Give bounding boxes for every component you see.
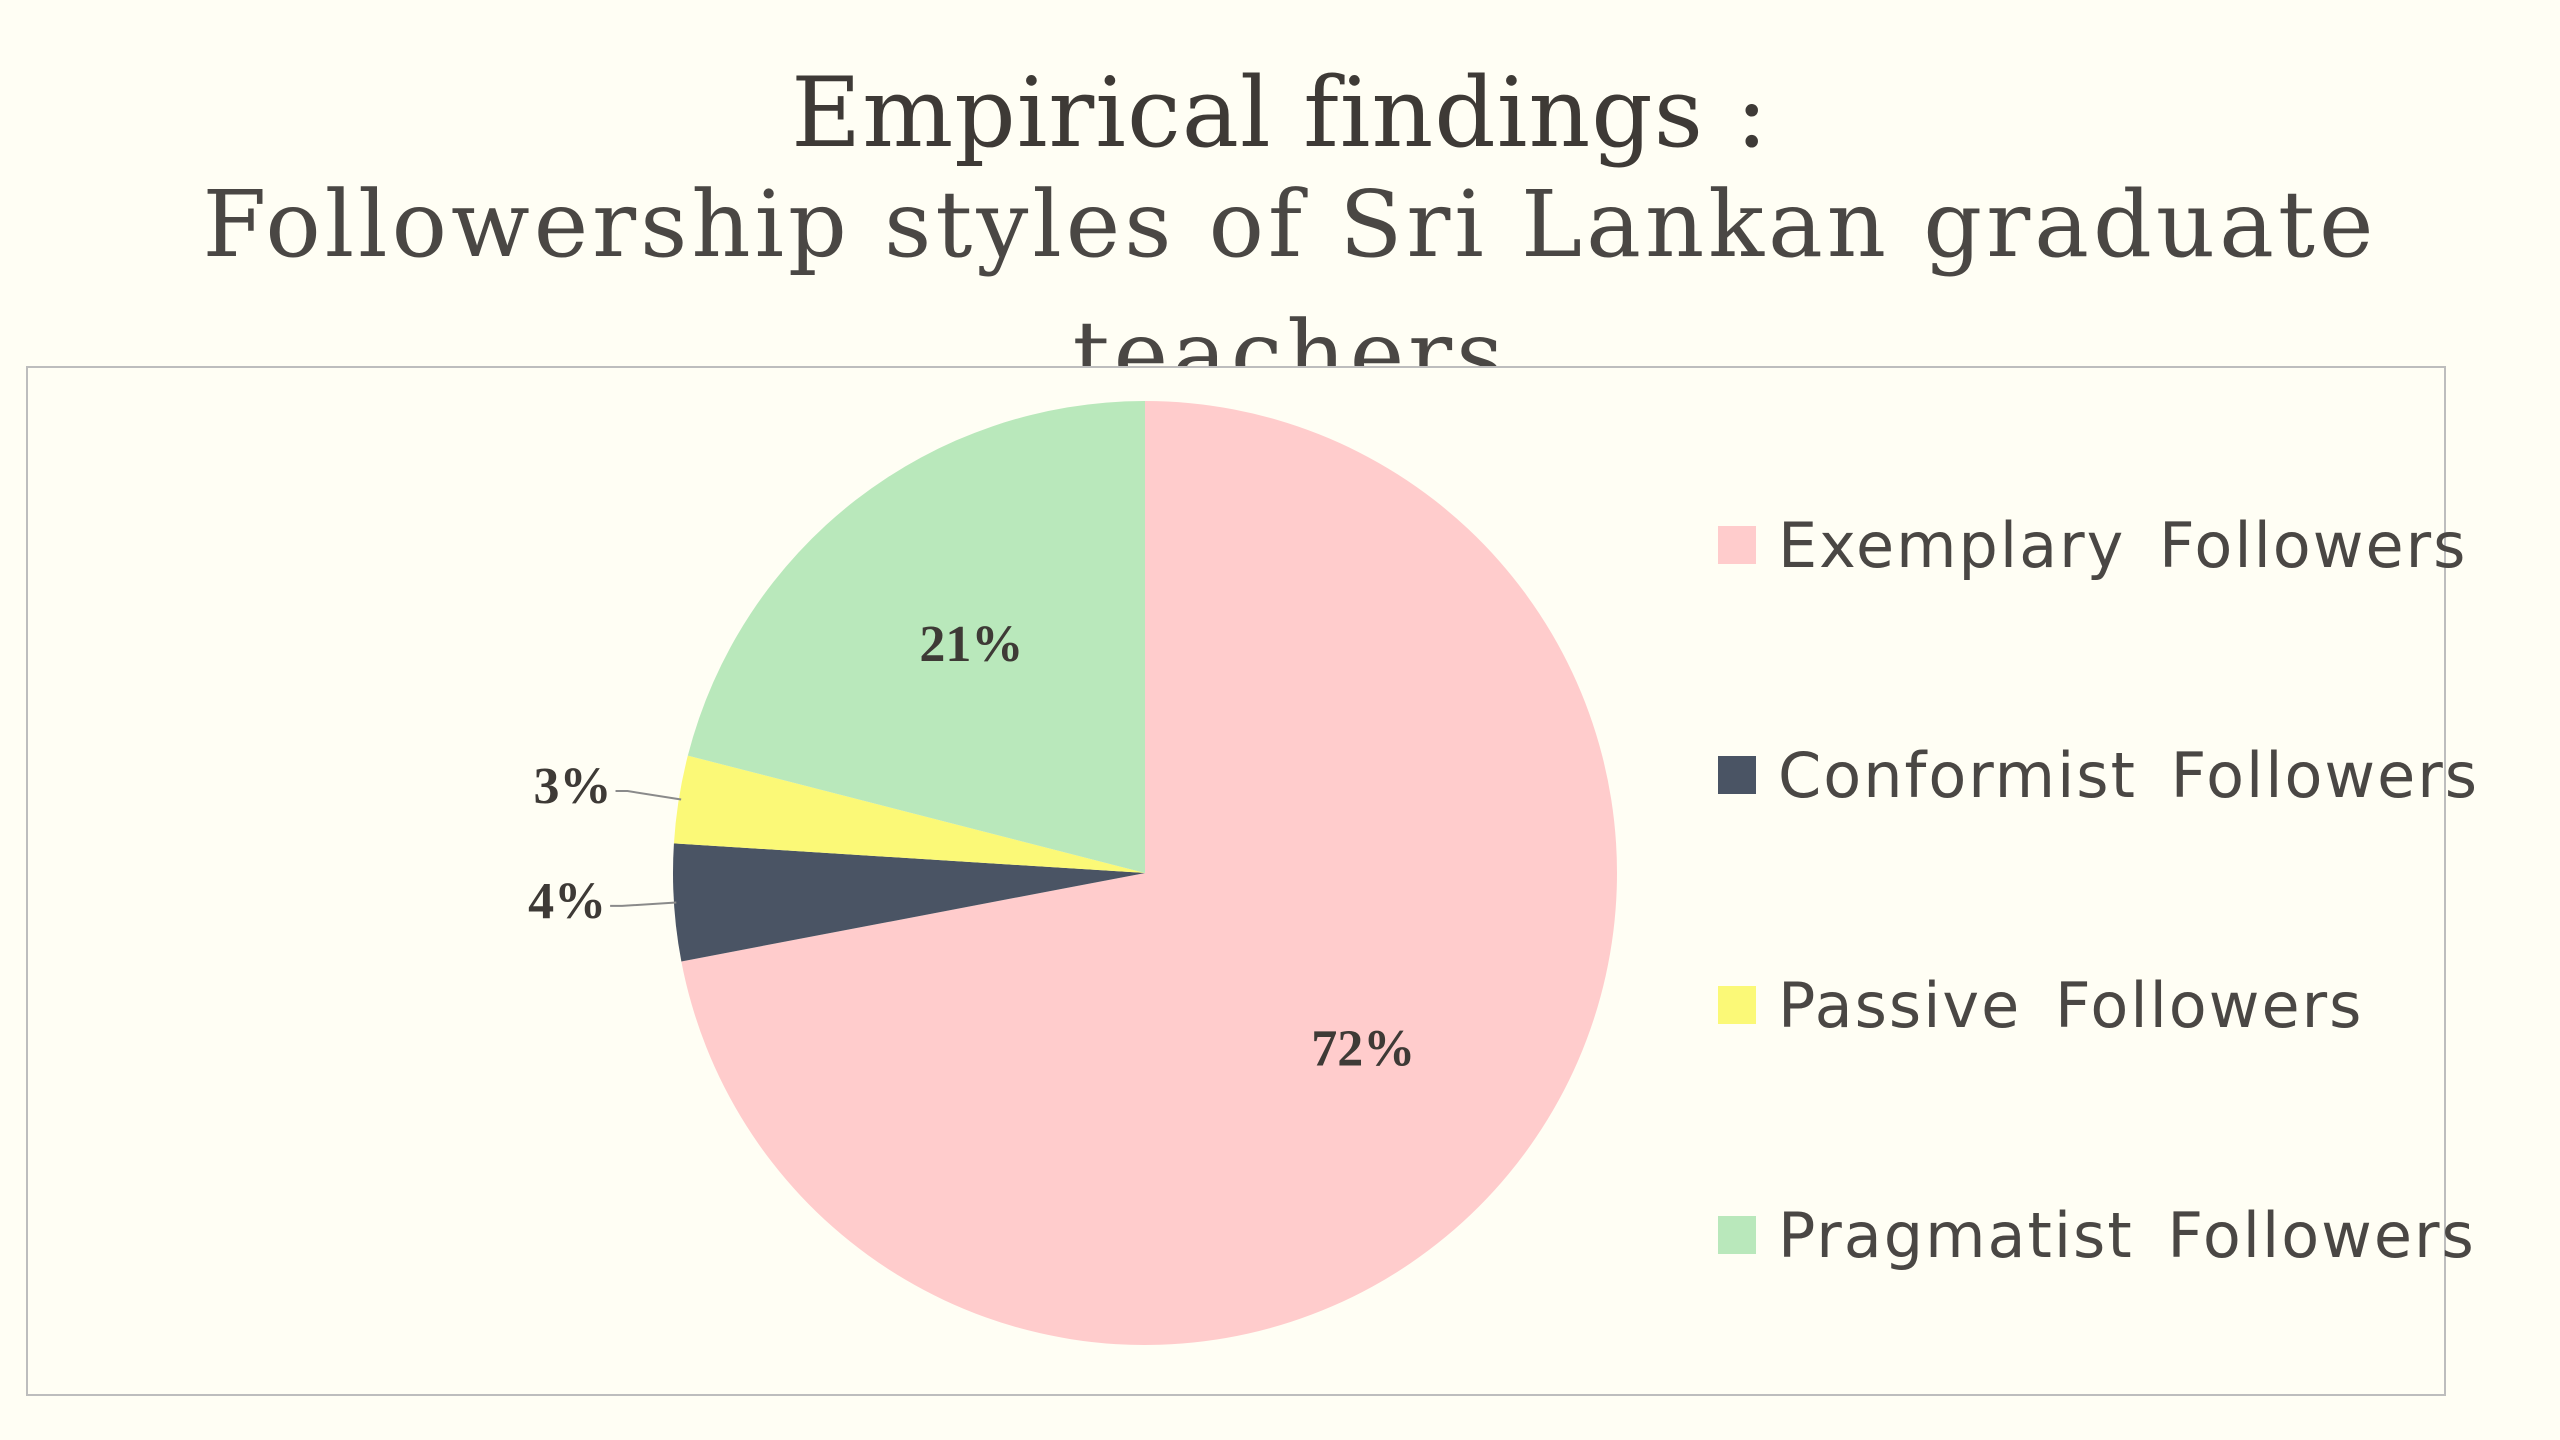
legend-swatch-conformist <box>1718 756 1756 794</box>
legend-swatch-pragmatist <box>1718 1216 1756 1254</box>
legend-item-exemplary: Exemplary Followers <box>1718 505 2467 585</box>
pie-slice-exemplary <box>681 401 1618 1345</box>
data-label-pragmatist: 21% <box>919 616 1023 673</box>
legend-label-exemplary: Exemplary Followers <box>1778 508 2468 582</box>
data-label-conformist: 4% <box>528 873 606 930</box>
legend-item-conformist: Conformist Followers <box>1718 735 2479 815</box>
pie-slice-conformist <box>673 843 1145 962</box>
leader-line-passive <box>615 790 682 801</box>
legend-label-conformist: Conformist Followers <box>1778 738 2480 812</box>
slide-subtitle: Followership styles of Sri Lankan gradua… <box>202 171 2378 408</box>
legend-label-pragmatist: Pragmatist Followers <box>1778 1198 2476 1272</box>
legend-swatch-exemplary <box>1718 526 1756 564</box>
pie-slice-passive <box>673 755 1145 873</box>
legend-item-passive: Passive Followers <box>1718 965 2363 1045</box>
legend-label-passive: Passive Followers <box>1778 968 2364 1042</box>
data-label-passive: 3% <box>534 758 612 815</box>
legend-swatch-passive <box>1718 986 1756 1024</box>
chart-legend: Exemplary Followers Conformist Followers… <box>1718 505 2477 1325</box>
slide-title: Empirical findings : <box>791 57 1769 169</box>
data-label-exemplary: 72% <box>1311 1020 1415 1077</box>
pie-slice-pragmatist <box>687 401 1145 873</box>
legend-item-pragmatist: Pragmatist Followers <box>1718 1195 2476 1275</box>
leader-line-conformist <box>610 901 677 907</box>
